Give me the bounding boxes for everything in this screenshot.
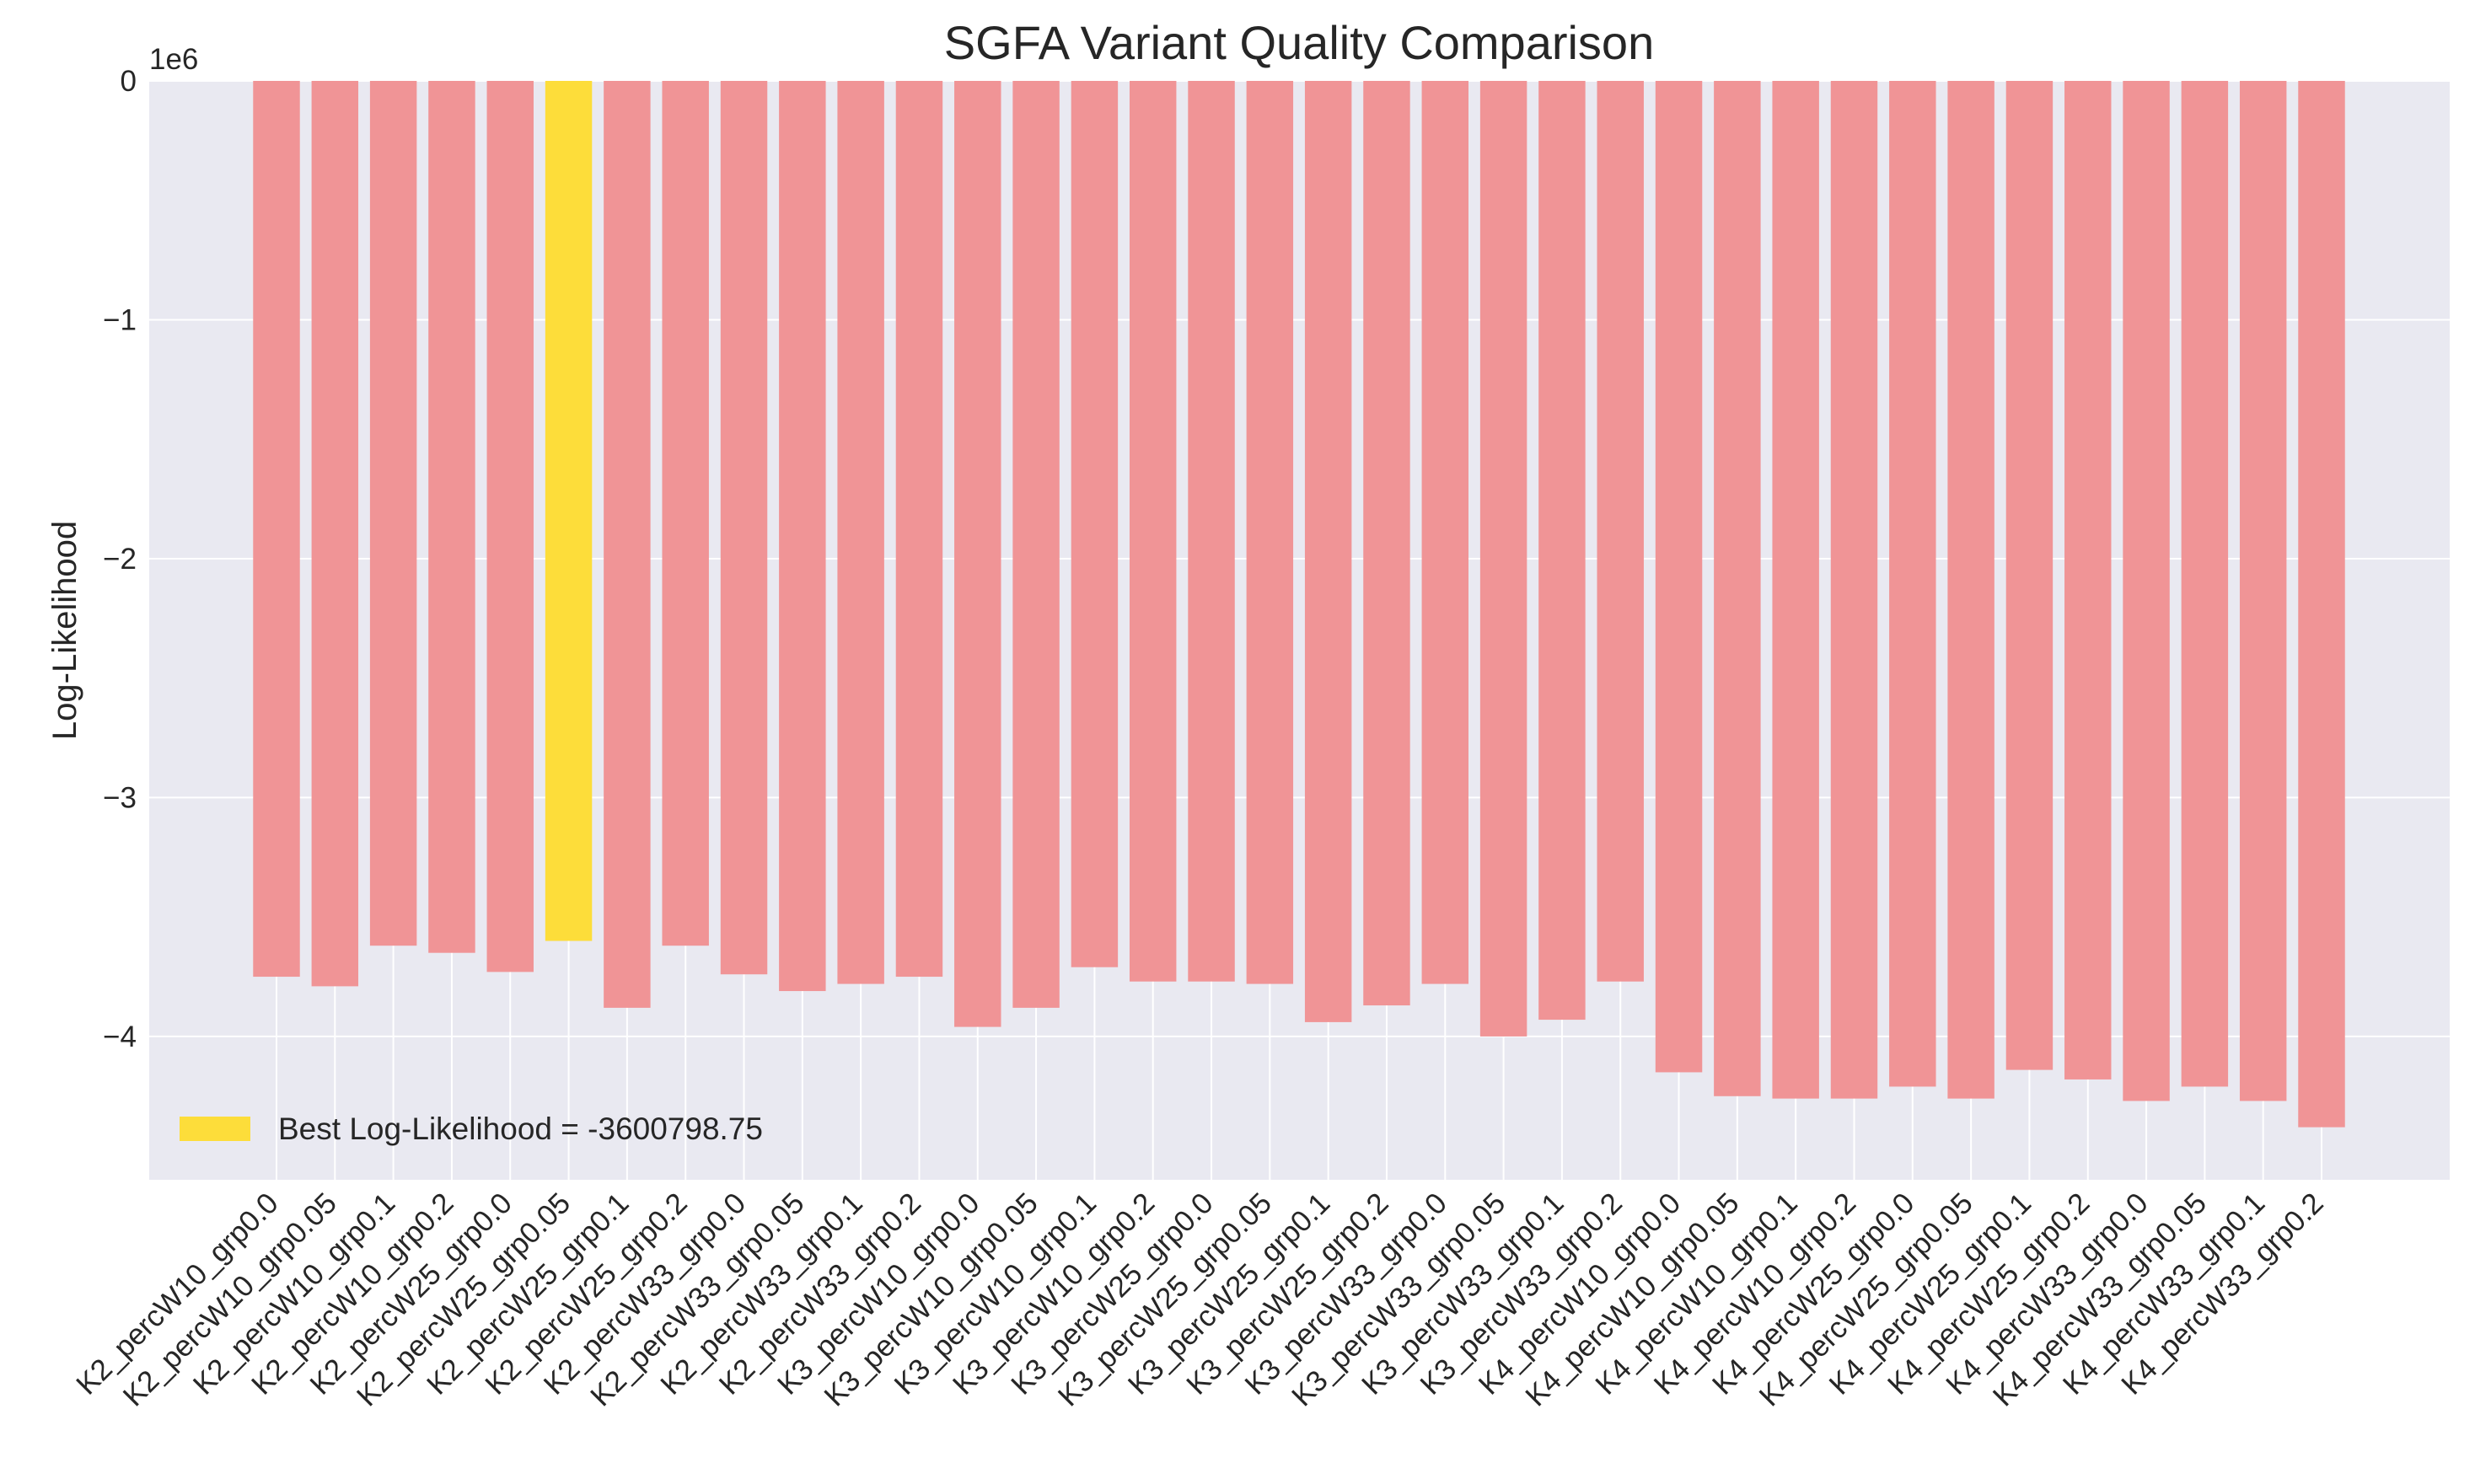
bars <box>253 81 2345 1128</box>
legend-label: Best Log-Likelihood = -3600798.75 <box>278 1112 763 1146</box>
legend-swatch <box>180 1117 250 1141</box>
y-axis-offset-label: 1e6 <box>149 43 198 76</box>
y-axis-ticks: 0 −1 −2 −3 −4 <box>103 65 137 1053</box>
bar <box>311 81 359 987</box>
bar <box>1947 81 1994 1099</box>
y-tick-label: −2 <box>103 543 137 576</box>
bar <box>779 81 826 992</box>
bar <box>428 81 475 953</box>
y-tick-label: −3 <box>103 781 137 814</box>
y-tick-label: −4 <box>103 1021 137 1053</box>
bar <box>1597 81 1644 982</box>
bar <box>720 81 768 975</box>
bar <box>1421 81 1469 984</box>
bar <box>2005 81 2054 1070</box>
y-tick-label: −1 <box>103 303 137 336</box>
bar <box>2064 81 2112 1080</box>
bar <box>1772 81 1819 1099</box>
bar <box>2181 81 2229 1087</box>
bar <box>2239 81 2287 1101</box>
bar <box>253 81 300 978</box>
bar-best <box>545 81 593 941</box>
bar <box>1538 81 1586 1021</box>
bar <box>2123 81 2170 1101</box>
bar <box>486 81 534 972</box>
bar <box>1889 81 1936 1087</box>
bar <box>1246 81 1294 984</box>
bar <box>1188 81 1235 982</box>
bar <box>1304 81 1352 1022</box>
bar <box>369 81 417 946</box>
bar <box>1071 81 1119 967</box>
bar <box>837 81 884 984</box>
bar <box>1012 81 1060 1008</box>
legend: Best Log-Likelihood = -3600798.75 <box>180 1112 763 1146</box>
bar <box>604 81 651 1008</box>
bar <box>1830 81 1878 1099</box>
bar <box>1714 81 1761 1096</box>
bar <box>2298 81 2345 1128</box>
bar <box>1655 81 1703 1073</box>
bar <box>954 81 1001 1027</box>
bar <box>1363 81 1410 1006</box>
x-axis-ticks: K2_percW10_grp0.0K2_percW10_grp0.05K2_pe… <box>70 1187 2330 1412</box>
chart-title: SGFA Variant Quality Comparison <box>944 16 1654 69</box>
y-axis-label: Log-Likelihood <box>46 521 83 740</box>
y-tick-label: 0 <box>121 65 137 98</box>
bar <box>895 81 943 978</box>
bar <box>662 81 709 946</box>
bar <box>1479 81 1527 1037</box>
bar <box>1129 81 1177 982</box>
